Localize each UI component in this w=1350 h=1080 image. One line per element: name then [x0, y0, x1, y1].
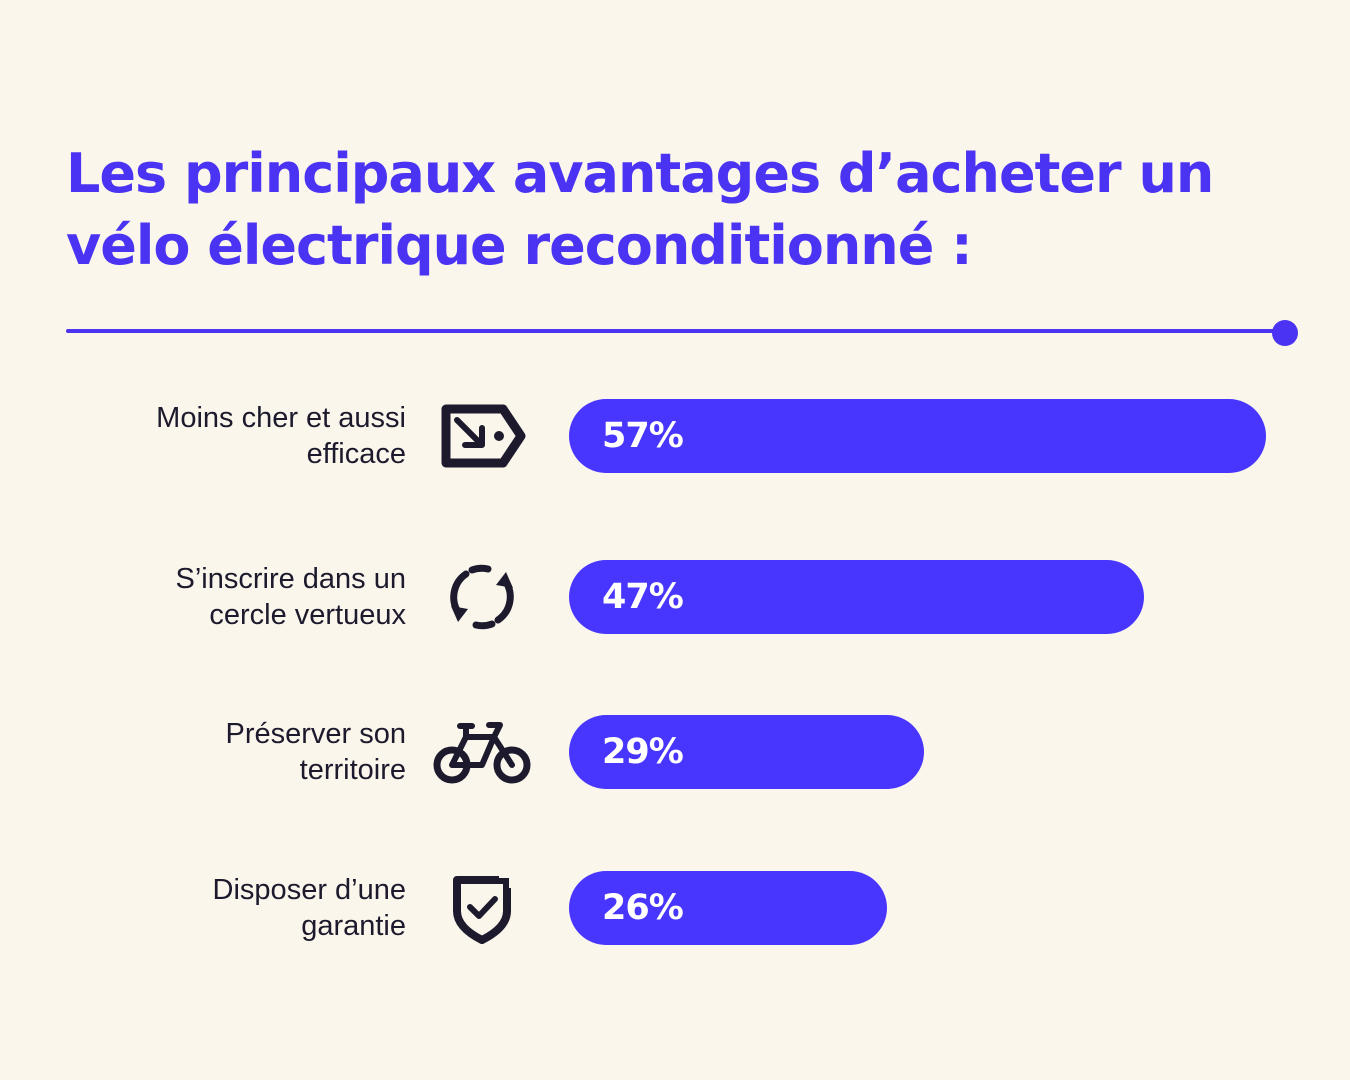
category-label: Moins cher et aussi efficace [86, 400, 406, 472]
chart-title-line-2: vélo électrique reconditionné : [66, 214, 973, 277]
category-label-line: garantie [301, 910, 406, 942]
category-label-line: territoire [299, 754, 406, 786]
bar-value-label: 26% [602, 888, 684, 928]
bar: 47% [569, 560, 1144, 634]
chart-title: Les principaux avantages d’acheter un vé… [66, 138, 1296, 282]
bicycle-icon [432, 715, 532, 789]
recycle-icon [432, 560, 532, 634]
category-label: Disposer d’une garantie [86, 872, 406, 944]
bar-row: Préserver son territoire 29% [0, 715, 1350, 789]
category-label-line: Disposer d’une [212, 874, 406, 906]
category-label: Préserver son territoire [86, 716, 406, 788]
category-label-line: Préserver son [225, 718, 406, 750]
bar-value-label: 29% [602, 732, 684, 772]
bar-value-label: 47% [602, 577, 684, 617]
title-divider [66, 329, 1280, 333]
chart-title-line-1: Les principaux avantages d’acheter un [66, 142, 1214, 205]
divider-end-dot [1272, 320, 1298, 346]
category-label-line: cercle vertueux [209, 599, 406, 631]
bar-row: Moins cher et aussi efficace 57% [0, 399, 1350, 473]
category-label-line: Moins cher et aussi [156, 402, 406, 434]
bar-row: Disposer d’une garantie 26% [0, 871, 1350, 945]
bar-row: S’inscrire dans un cercle vertueux 47% [0, 560, 1350, 634]
shield-check-icon [432, 871, 532, 945]
bar-value-label: 57% [602, 416, 684, 456]
price-tag-icon [432, 399, 532, 473]
category-label-line: efficace [306, 438, 406, 470]
bar: 26% [569, 871, 887, 945]
category-label-line: S’inscrire dans un [175, 563, 407, 595]
category-label: S’inscrire dans un cercle vertueux [86, 561, 407, 633]
bar: 29% [569, 715, 924, 789]
bar: 57% [569, 399, 1266, 473]
